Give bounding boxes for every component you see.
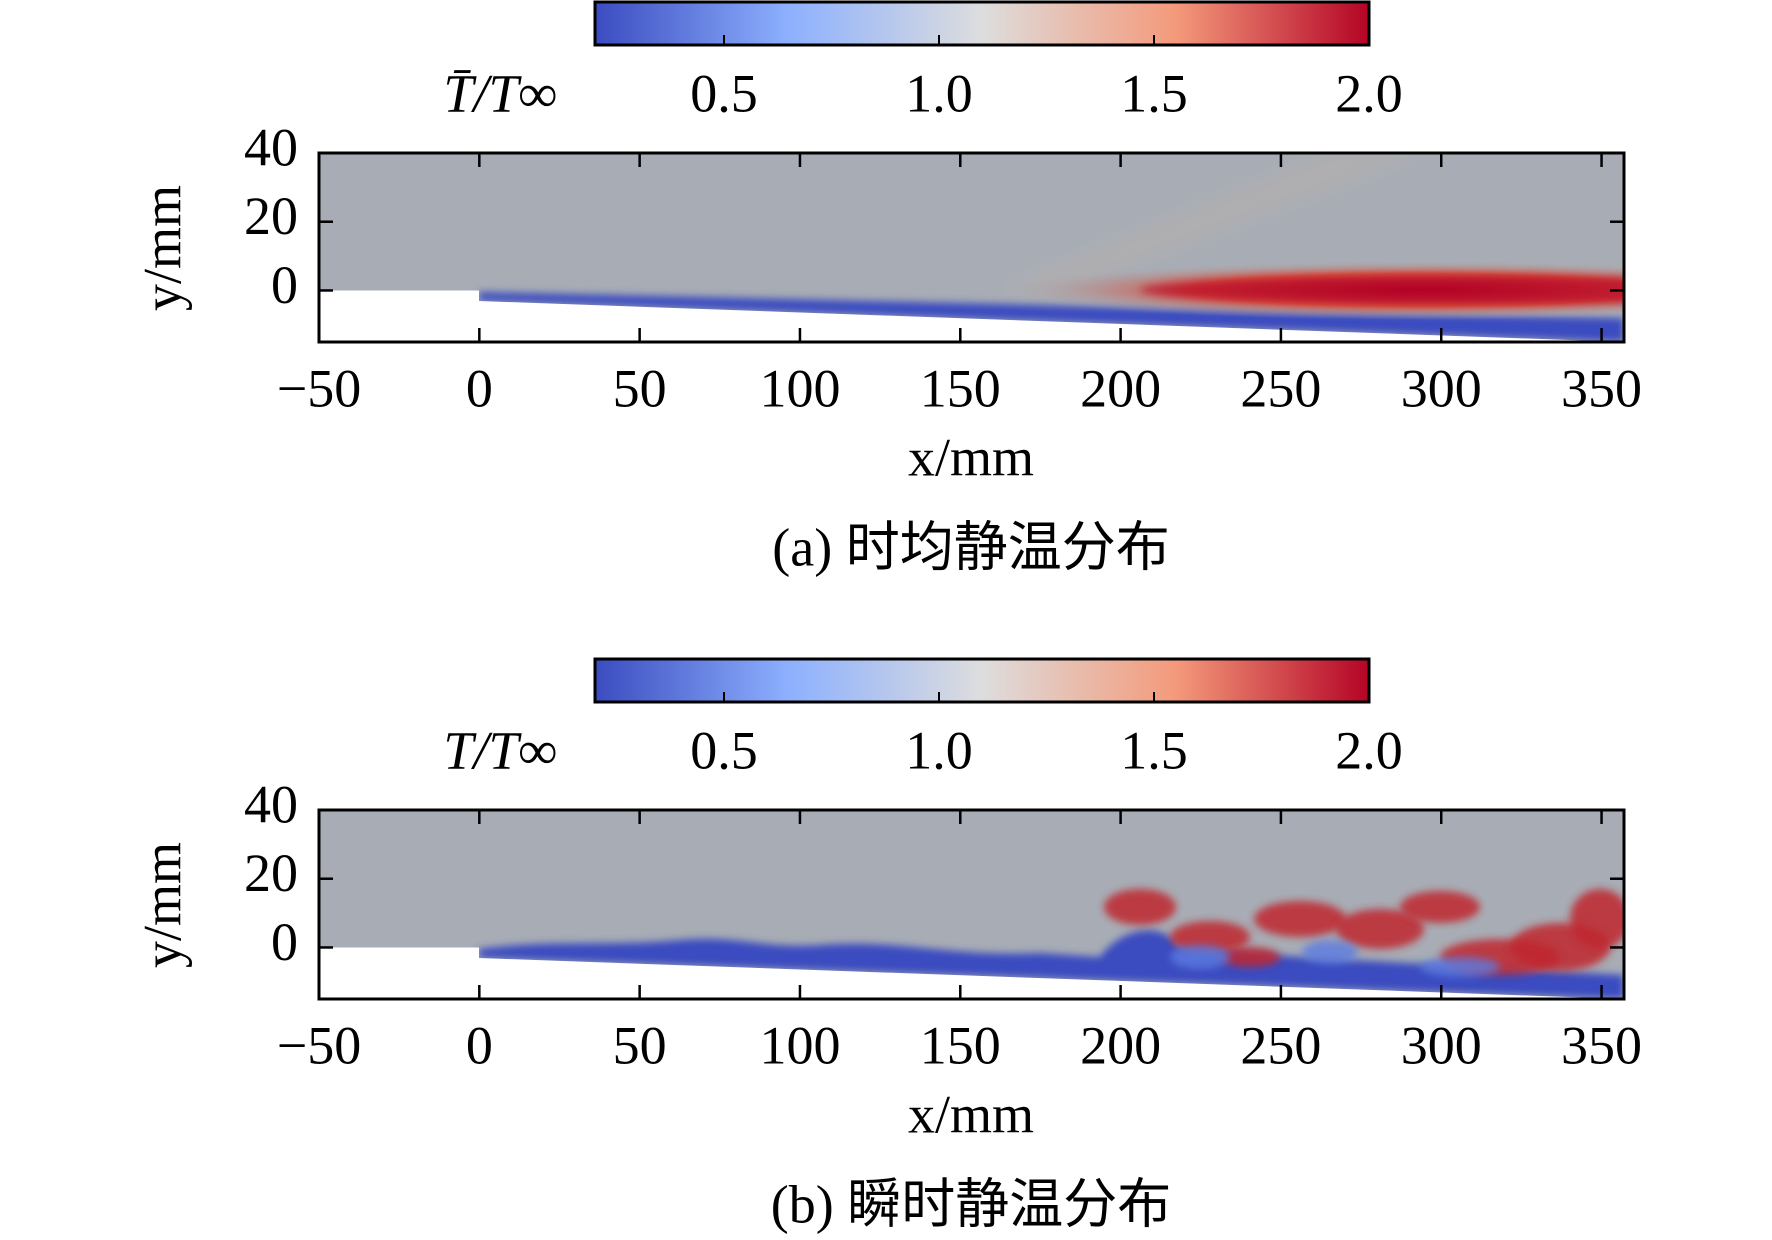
hot-structure xyxy=(1570,889,1624,949)
y-tick-label: 20 xyxy=(244,843,298,903)
y-tick-label: 20 xyxy=(244,186,298,246)
y-axis-label: y/mm xyxy=(132,185,192,311)
temperature-field xyxy=(319,153,1624,342)
colorbar xyxy=(593,0,1371,47)
colorbar-tick-label: 1.5 xyxy=(1120,720,1188,780)
caption: (a) 时均静温分布 xyxy=(772,517,1169,577)
y-tick-label: 0 xyxy=(271,912,298,972)
hot-structure xyxy=(1336,909,1424,949)
colorbar-label: T̄/T∞ xyxy=(443,63,557,123)
x-tick-label: 50 xyxy=(613,358,667,418)
colorbar-tick-label: 0.5 xyxy=(690,63,758,123)
shock xyxy=(1000,153,1420,290)
x-tick-label: 150 xyxy=(920,1015,1001,1075)
x-tick-label: 100 xyxy=(759,1015,840,1075)
x-tick-label: 150 xyxy=(920,358,1001,418)
hot-structure xyxy=(1220,947,1280,967)
colorbar-tick-label: 1.0 xyxy=(905,63,973,123)
cold-layer xyxy=(479,292,1624,342)
x-tick-label: 200 xyxy=(1080,358,1161,418)
panel: 0.5 1.0 1.5 2.0T/T∞−50 0 50 100 150 200 250 300 350… xyxy=(132,657,1642,1234)
cold-structure xyxy=(1170,945,1230,969)
colorbar-tick-label: 1.0 xyxy=(905,720,973,780)
wall xyxy=(319,947,1624,999)
temperature-field xyxy=(319,810,1624,999)
caption: (b) 瞬时静温分布 xyxy=(771,1174,1171,1234)
hot-structure xyxy=(1104,889,1176,925)
cold-layer xyxy=(479,930,1624,999)
x-tick-label: 350 xyxy=(1561,1015,1642,1075)
y-tick-label: 40 xyxy=(244,774,298,834)
x-axis-label: x/mm xyxy=(908,1084,1034,1144)
colorbar-tick-label: 1.5 xyxy=(1120,63,1188,123)
x-axis-label: x/mm xyxy=(908,427,1034,487)
hot-jet xyxy=(1140,276,1624,304)
x-tick-label: 100 xyxy=(759,358,840,418)
y-tick-label: 0 xyxy=(271,255,298,315)
x-tick-label: 300 xyxy=(1401,358,1482,418)
hot-structure xyxy=(1254,901,1346,937)
cold-structure xyxy=(1420,957,1500,977)
x-tick-label: 350 xyxy=(1561,358,1642,418)
x-tick-label: 200 xyxy=(1080,1015,1161,1075)
x-tick-label: 0 xyxy=(466,1015,493,1075)
hot-structure xyxy=(1170,921,1250,953)
x-tick-label: 0 xyxy=(466,358,493,418)
colorbar-label: T/T∞ xyxy=(443,720,557,780)
y-tick-label: 40 xyxy=(244,117,298,177)
colorbar-tick-label: 0.5 xyxy=(690,720,758,780)
colorbar xyxy=(593,657,1371,704)
colorbar-tick-label: 2.0 xyxy=(1335,720,1403,780)
x-tick-label: 250 xyxy=(1240,358,1321,418)
plot-frame xyxy=(317,808,1626,1001)
y-axis-label: y/mm xyxy=(132,842,192,968)
x-tick-label: 50 xyxy=(613,1015,667,1075)
panel: 0.5 1.0 1.5 2.0T̄/T∞−50 0 50 100 150 200 250 300 35… xyxy=(132,0,1642,577)
x-tick-label: −50 xyxy=(277,1015,361,1075)
hot-structure xyxy=(1400,891,1480,923)
colorbar-tick-label: 2.0 xyxy=(1335,63,1403,123)
plot-frame xyxy=(317,151,1626,344)
cold-structure xyxy=(1302,940,1358,964)
x-tick-label: −50 xyxy=(277,358,361,418)
x-tick-label: 300 xyxy=(1401,1015,1482,1075)
x-tick-label: 250 xyxy=(1240,1015,1321,1075)
wall xyxy=(319,290,1624,342)
